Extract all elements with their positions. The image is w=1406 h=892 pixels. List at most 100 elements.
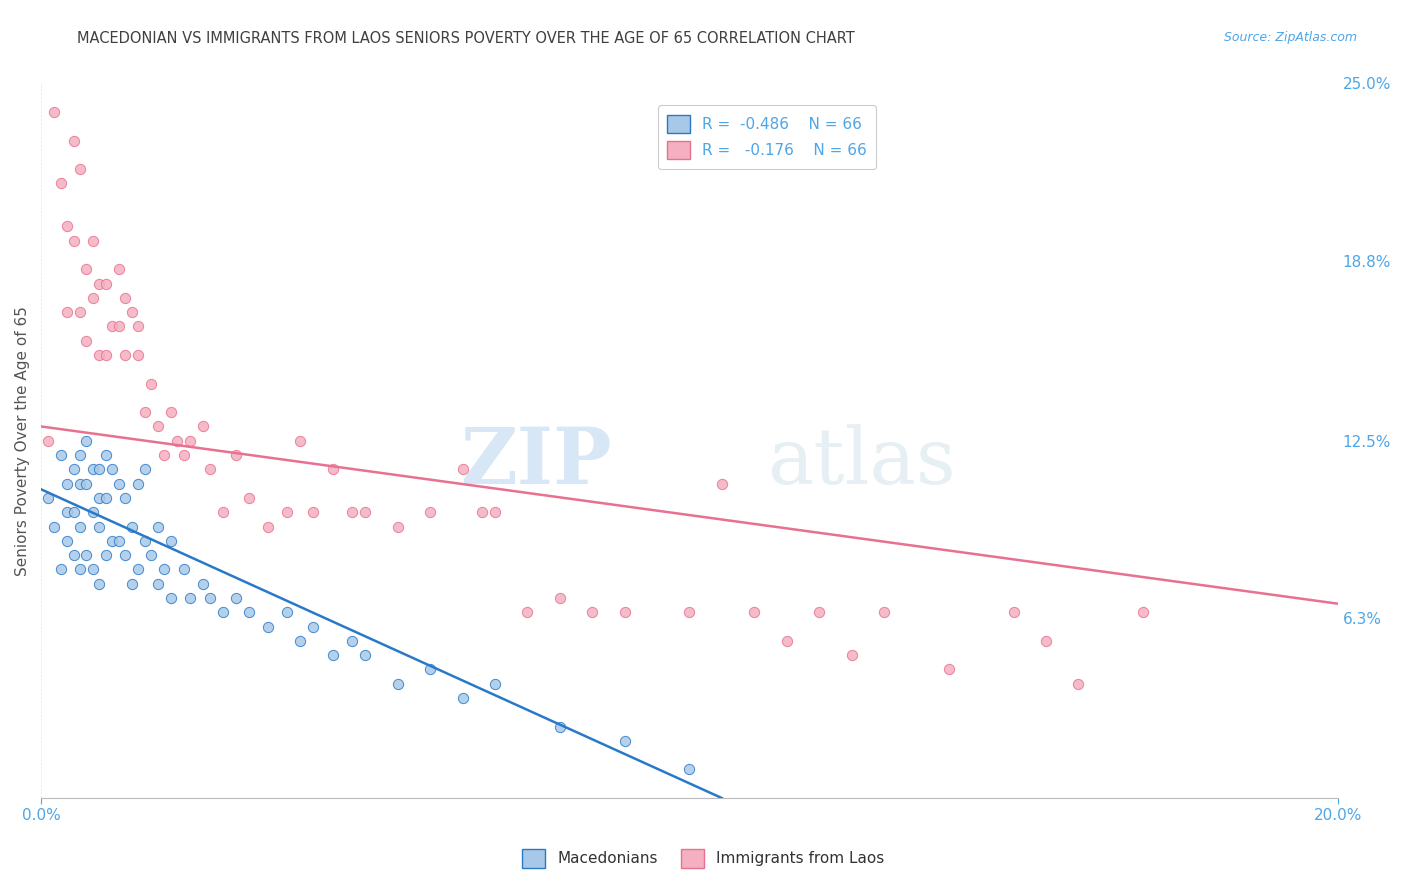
Point [159,405,181,419]
Point [484,677,506,691]
Point [89,277,111,291]
Point [42,519,65,533]
Point [56,505,79,519]
Text: MACEDONIAN VS IMMIGRANTS FROM LAOS SENIORS POVERTY OVER THE AGE OF 65 CORRELATIO: MACEDONIAN VS IMMIGRANTS FROM LAOS SENIO… [77,31,855,46]
Point [581,605,603,619]
Point [193,419,215,434]
Point [322,462,344,476]
Point [141,376,163,391]
Point [146,419,169,434]
Point [354,648,377,662]
Point [613,734,636,748]
Point [153,562,176,576]
Point [146,576,169,591]
Point [94,548,117,562]
Point [94,348,117,362]
Point [134,405,156,419]
Point [225,591,247,605]
Point [1132,605,1154,619]
Point [471,505,494,519]
Point [127,476,149,491]
Point [76,262,98,277]
Point [114,291,136,305]
Point [354,505,377,519]
Point [121,519,143,533]
Point [938,662,960,676]
Point [94,277,117,291]
Point [114,491,136,505]
Point [211,505,233,519]
Point [342,505,364,519]
Point [134,462,156,476]
Point [62,505,84,519]
Point [808,605,831,619]
Point [76,434,98,448]
Point [1035,633,1057,648]
Point [101,533,124,548]
Point [198,591,221,605]
Point [121,576,143,591]
Point [290,434,312,448]
Point [678,605,700,619]
Point [114,348,136,362]
Point [134,533,156,548]
Point [841,648,863,662]
Point [69,448,91,462]
Point [342,633,364,648]
Point [82,291,104,305]
Point [322,648,344,662]
Point [108,319,131,334]
Point [94,448,117,462]
Point [387,677,409,691]
Point [225,448,247,462]
Point [613,605,636,619]
Point [82,562,104,576]
Point [484,505,506,519]
Point [776,633,799,648]
Point [127,348,149,362]
Point [69,476,91,491]
Point [69,305,91,319]
Text: Source: ZipAtlas.com: Source: ZipAtlas.com [1223,31,1357,45]
Point [302,619,325,633]
Point [276,505,298,519]
Point [548,720,571,734]
Point [89,519,111,533]
Point [56,476,79,491]
Point [419,662,441,676]
Point [108,262,131,277]
Point [742,605,765,619]
Point [173,562,195,576]
Point [238,605,260,619]
Point [56,305,79,319]
Point [62,134,84,148]
Point [710,476,733,491]
Point [193,576,215,591]
Point [159,591,181,605]
Point [257,619,280,633]
Point [108,476,131,491]
Point [37,491,59,505]
Point [49,448,72,462]
Point [49,177,72,191]
Legend: R =  -0.486    N = 66, R =   -0.176    N = 66: R = -0.486 N = 66, R = -0.176 N = 66 [658,105,876,169]
Point [302,505,325,519]
Point [89,462,111,476]
Point [89,491,111,505]
Point [82,234,104,248]
Point [37,434,59,448]
Point [419,505,441,519]
Point [49,562,72,576]
Point [114,548,136,562]
Point [94,491,117,505]
Point [678,763,700,777]
Point [56,219,79,234]
Point [873,605,896,619]
Y-axis label: Seniors Poverty Over the Age of 65: Seniors Poverty Over the Age of 65 [15,306,30,575]
Point [101,319,124,334]
Point [62,462,84,476]
Point [173,448,195,462]
Point [141,548,163,562]
Point [76,548,98,562]
Point [1067,677,1090,691]
